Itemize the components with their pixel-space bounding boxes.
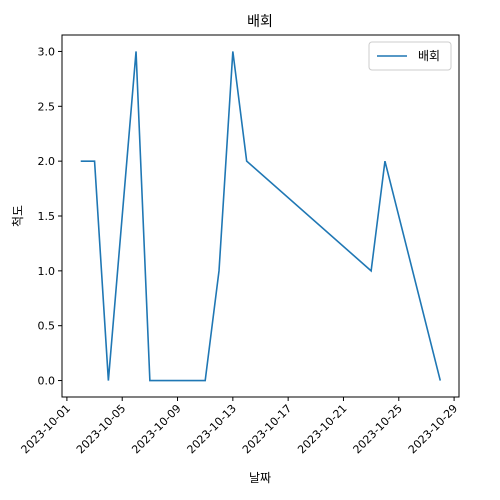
x-tick-label: 2023-10-13 — [185, 402, 239, 456]
y-axis: 0.0 0.5 1.0 1.5 2.0 2.5 3.0 — [38, 45, 62, 388]
legend-box — [368, 41, 452, 71]
y-tick-label: 0.0 — [38, 375, 56, 388]
x-tick-label: 2023-10-21 — [295, 402, 349, 456]
legend-label: 배회 — [418, 49, 440, 63]
x-axis-label: 날짜 — [249, 471, 271, 485]
chart-title: 배회 — [247, 14, 273, 30]
series-group — [80, 51, 442, 382]
x-tick-label: 2023-10-09 — [129, 402, 183, 456]
y-tick-label: 2.0 — [38, 155, 56, 168]
legend: 배회 — [368, 41, 452, 71]
x-tick-label: 2023-10-17 — [240, 402, 294, 456]
y-axis-label: 척도 — [11, 205, 25, 227]
y-tick-label: 3.0 — [38, 45, 56, 58]
series-line-0 — [80, 51, 442, 382]
y-tick-label: 1.5 — [38, 210, 56, 223]
y-tick-label: 0.5 — [38, 320, 56, 333]
x-axis: 2023-10-01 2023-10-05 2023-10-09 2023-10-13… — [19, 397, 460, 456]
x-tick-label: 2023-10-05 — [74, 402, 128, 456]
plot-area: 2023-10-01 2023-10-05 2023-10-09 2023-10-13… — [19, 34, 460, 456]
x-tick-label: 2023-10-29 — [406, 402, 460, 456]
y-tick-label: 1.0 — [38, 265, 56, 278]
x-tick-label: 2023-10-25 — [351, 402, 405, 456]
y-tick-label: 2.5 — [38, 100, 56, 113]
x-tick-label: 2023-10-01 — [19, 402, 73, 456]
